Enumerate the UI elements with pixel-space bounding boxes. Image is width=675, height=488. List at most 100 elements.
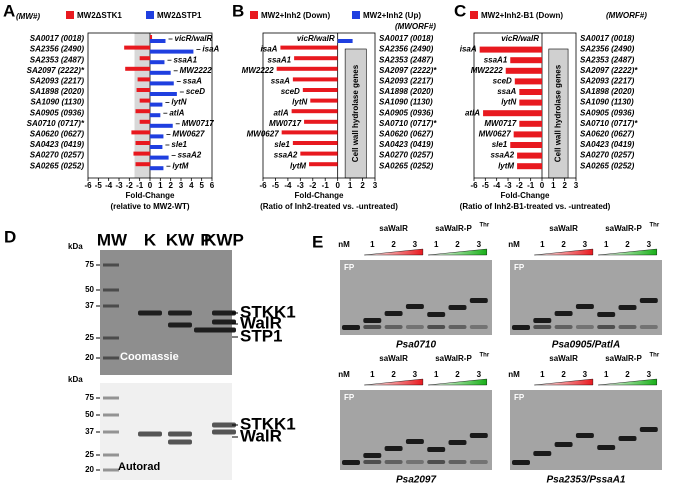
protein-label: saWalR-P — [435, 354, 472, 363]
id-header: (MWORF#) — [395, 22, 436, 31]
gene-id: SA1090 (1130) — [580, 98, 634, 107]
bar — [133, 151, 150, 156]
x-tick-label: 2 — [562, 181, 567, 190]
ladder-band — [103, 336, 119, 340]
x-tick-label: -4 — [284, 181, 292, 190]
shift-band — [597, 312, 616, 317]
gene-id: SA0017 (0018) — [580, 34, 635, 43]
x-tick-label: 6 — [210, 181, 215, 190]
protein-band — [212, 319, 236, 325]
unit-label: kDa — [68, 242, 83, 251]
level-label: 1 — [604, 370, 609, 379]
marker-label: 50 — [85, 410, 94, 419]
shift-band — [533, 451, 552, 456]
gel — [100, 250, 232, 375]
free-band — [554, 325, 573, 329]
caption: Psa0710 — [396, 340, 436, 351]
legend-swatch — [146, 11, 154, 19]
x-tick-label: -6 — [84, 181, 92, 190]
bar — [309, 162, 338, 167]
gel — [100, 383, 232, 480]
protein-band — [168, 310, 192, 316]
x-tick-label: 1 — [551, 181, 556, 190]
gene-name: ssaA — [497, 87, 516, 96]
gene-id: SA0265 (0252) — [580, 161, 635, 170]
bar — [150, 35, 153, 39]
bar — [292, 77, 338, 82]
bar — [292, 141, 338, 145]
shift-band — [533, 318, 552, 323]
shift-band — [469, 433, 488, 438]
gene-name: sle1 — [171, 140, 187, 149]
gene-name: MW2222 — [180, 66, 213, 75]
gene-id: SA2093 (2217) — [379, 77, 434, 86]
protein-band — [212, 429, 236, 435]
fp-label: FP — [514, 263, 525, 272]
gene-name: atlA — [169, 108, 184, 117]
gradient-wedge — [534, 248, 594, 256]
gene-id: SA2353 (2487) — [379, 55, 434, 64]
gene-name: atlA — [273, 108, 288, 117]
bar — [510, 142, 542, 148]
bar — [300, 151, 338, 156]
legend-swatch — [470, 11, 478, 19]
x-tick-label: -2 — [126, 181, 134, 190]
bar — [150, 113, 161, 118]
level-label: 2 — [625, 240, 630, 249]
lane-label: P — [200, 230, 211, 249]
gene-id: SA0710 (0717)* — [580, 119, 638, 128]
stain-label: Autorad — [118, 461, 160, 473]
legend-swatch — [352, 11, 360, 19]
legend-swatch — [250, 11, 258, 19]
caption: Psa2353/PssaA1 — [547, 475, 626, 486]
bar — [519, 99, 542, 106]
stain-label: Coomassie — [120, 351, 179, 363]
level-label: 1 — [604, 240, 609, 249]
ladder-band — [103, 468, 119, 472]
gene-name: lytN — [171, 98, 186, 107]
bar — [310, 98, 338, 103]
fp-label: FP — [344, 393, 355, 402]
bar — [131, 130, 150, 135]
x-tick-label: -4 — [105, 181, 113, 190]
band-label: STKK1 — [240, 414, 296, 433]
protein-band — [212, 310, 236, 316]
id-header: (MWORF#) — [606, 11, 647, 20]
level-label: 2 — [561, 370, 566, 379]
bar — [124, 45, 150, 50]
gene-id: SA0905 (0936) — [379, 108, 434, 117]
gene-id: SA0423 (0419) — [30, 140, 85, 149]
lane-label: KWP — [204, 230, 244, 249]
x-axis-title: Fold-Change — [126, 191, 175, 200]
legend-label: MW2ΔSTP1 — [157, 11, 202, 20]
gene-name: ssaA — [271, 77, 290, 86]
protein-band — [212, 327, 236, 333]
shift-band — [618, 305, 637, 310]
fp-label: FP — [344, 263, 355, 272]
bar — [337, 39, 353, 43]
gene-name: vicR/walR — [501, 34, 539, 43]
x-tick-label: 0 — [148, 181, 153, 190]
bar — [150, 102, 163, 107]
gene-id: SA0905 (0936) — [30, 108, 85, 117]
protein-label: saWalR — [379, 224, 408, 233]
free-band — [405, 325, 424, 329]
protein-band — [138, 310, 162, 316]
protein-band — [168, 431, 192, 437]
shift-band — [384, 446, 403, 451]
x-tick-label: -6 — [470, 181, 478, 190]
ladder-band — [103, 288, 119, 292]
gene-id: SA0620 (0627) — [30, 130, 85, 139]
x-tick-label: 3 — [179, 181, 184, 190]
shift-band — [554, 311, 573, 316]
x-tick-label: 1 — [158, 181, 163, 190]
gene-name: lytM — [172, 161, 188, 170]
marker-label: 50 — [85, 285, 94, 294]
gene-id: SA0265 (0252) — [30, 161, 85, 170]
free-band — [597, 325, 616, 329]
bar — [150, 166, 164, 171]
bar — [150, 81, 174, 86]
gene-id: SA0017 (0018) — [379, 34, 434, 43]
x-tick-label: 0 — [335, 181, 340, 190]
x-tick-label: -1 — [136, 181, 144, 190]
